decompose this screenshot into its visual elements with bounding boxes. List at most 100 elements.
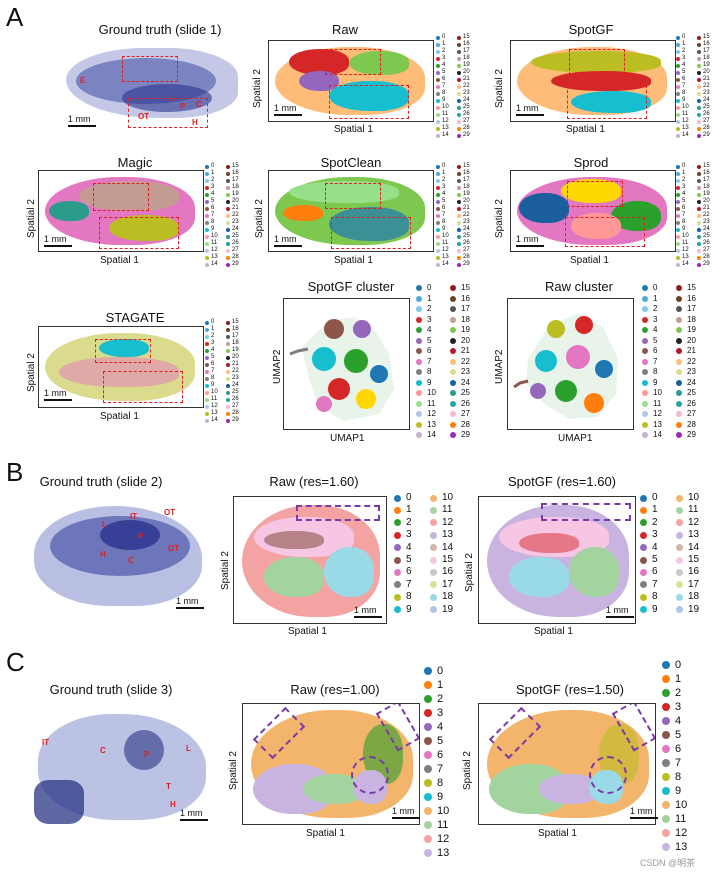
title-spotgf-c: SpotGF (res=1.50) [515, 682, 625, 697]
legend-item: 11 [436, 240, 457, 247]
legend-item: 2 [642, 304, 676, 315]
legend-item: 2 [676, 48, 697, 55]
legend-swatch [676, 531, 683, 539]
axis-label-spatial1: Spatial 1 [288, 626, 327, 637]
legend-label: 24 [461, 377, 470, 387]
spatial-plot-magic [38, 170, 204, 252]
legend-item: 2 [640, 517, 676, 529]
panel-letter-c: C [6, 647, 25, 677]
legend-swatch [642, 369, 648, 376]
legend-label: 14 [442, 541, 454, 553]
legend-item: 6 [416, 346, 450, 357]
legend-swatch [424, 695, 432, 703]
watermark: CSDN @明茶 [640, 858, 696, 868]
umap-plot-raw [507, 298, 634, 430]
legend-swatch [394, 581, 401, 589]
legend-label: 13 [437, 847, 450, 859]
legend-item: 11 [205, 240, 226, 247]
legend-label: 7 [442, 212, 446, 218]
legend-label: 14 [442, 132, 449, 138]
legend-swatch [642, 421, 648, 428]
legend-item: 9 [436, 226, 457, 233]
panel-letter-a: A [6, 2, 24, 32]
legend-label: 2 [211, 333, 215, 339]
legend-label: 29 [703, 132, 710, 138]
legend-item: 20 [450, 336, 484, 347]
legend-swatch [642, 390, 648, 397]
legend-label: 22 [703, 212, 710, 218]
legend-item: 9 [394, 604, 430, 616]
scale-bar: 1 mm [68, 114, 96, 127]
legend-item: 28 [226, 254, 247, 261]
legend-label: 8 [652, 591, 658, 603]
legend-swatch [436, 192, 440, 197]
legend-swatch [697, 220, 701, 225]
legend-swatch [697, 105, 701, 110]
legend-label: 8 [406, 591, 412, 603]
legend-item: 19 [226, 191, 247, 198]
legend-swatch [226, 355, 230, 360]
legend-label: 22 [232, 368, 239, 374]
legend-item: 13 [436, 125, 457, 132]
legend-label: 18 [461, 314, 470, 324]
legend-item: 2 [662, 686, 687, 700]
legend-swatch [697, 84, 701, 89]
legend-swatch [640, 519, 647, 527]
legend-item: 24 [226, 226, 247, 233]
legend-item: 8 [676, 90, 697, 97]
legend-item: 25 [457, 233, 478, 240]
legend-item: 0 [205, 163, 226, 170]
umap-scatter-raw [513, 313, 618, 419]
legend-item: 26 [457, 240, 478, 247]
legend-item: 10 [662, 798, 687, 812]
legend-item: 9 [436, 97, 457, 104]
legend-item: 7 [205, 368, 226, 375]
legend-item: 4 [640, 542, 676, 554]
legend-label: 22 [232, 212, 239, 218]
legend-label: 3 [211, 340, 215, 346]
legend-swatch [457, 70, 461, 75]
legend-item: 23 [676, 367, 710, 378]
legend-swatch [226, 227, 230, 232]
axis-label-spatial2: Spatial 2 [26, 353, 37, 392]
legend-item: 13 [205, 410, 226, 417]
legend-swatch [450, 285, 456, 292]
legend-item: 12 [430, 517, 466, 529]
legend-item: 3 [642, 315, 676, 326]
legend-item: 12 [436, 247, 457, 254]
legend-item: 11 [205, 396, 226, 403]
legend-item: 8 [205, 375, 226, 382]
legend-item: 26 [450, 399, 484, 410]
legend-item: 9 [676, 226, 697, 233]
legend-label: 26 [463, 240, 470, 246]
legend-item: 12 [642, 409, 676, 420]
legend-item: 21 [226, 205, 247, 212]
legend-label: 24 [687, 377, 696, 387]
legend-swatch [697, 164, 701, 169]
legend-clusters-raw: 0 1 2 3 4 5 6 7 8 9 10 11 12 13 14 15 16 17 18 19 20 21 22 23 24… [436, 34, 478, 139]
legend-item: 2 [416, 304, 450, 315]
legend-item: 4 [205, 347, 226, 354]
legend-label: 28 [232, 254, 239, 260]
legend-item: 17 [457, 177, 478, 184]
legend-swatch [436, 42, 440, 47]
legend-item: 27 [697, 118, 718, 125]
legend-item: 26 [697, 111, 718, 118]
axis-label-spatial2: Spatial 2 [220, 551, 231, 590]
legend-item: 19 [457, 191, 478, 198]
legend-label: 9 [442, 226, 446, 232]
legend-label: 6 [675, 743, 682, 755]
legend-label: 28 [232, 410, 239, 416]
title-spotgf-cluster: SpotGF cluster [307, 279, 395, 294]
legend-swatch [430, 606, 437, 614]
region-label: P [138, 532, 144, 541]
legend-swatch [640, 544, 647, 552]
legend-label: 9 [211, 382, 215, 388]
legend-label: 1 [652, 504, 658, 516]
title-raw-b: Raw (res=1.60) [269, 474, 359, 489]
legend-label: 6 [442, 205, 446, 211]
legend-swatch [205, 178, 209, 183]
legend-swatch [416, 358, 422, 365]
legend-swatch [697, 70, 701, 75]
legend-item: 9 [642, 378, 676, 389]
